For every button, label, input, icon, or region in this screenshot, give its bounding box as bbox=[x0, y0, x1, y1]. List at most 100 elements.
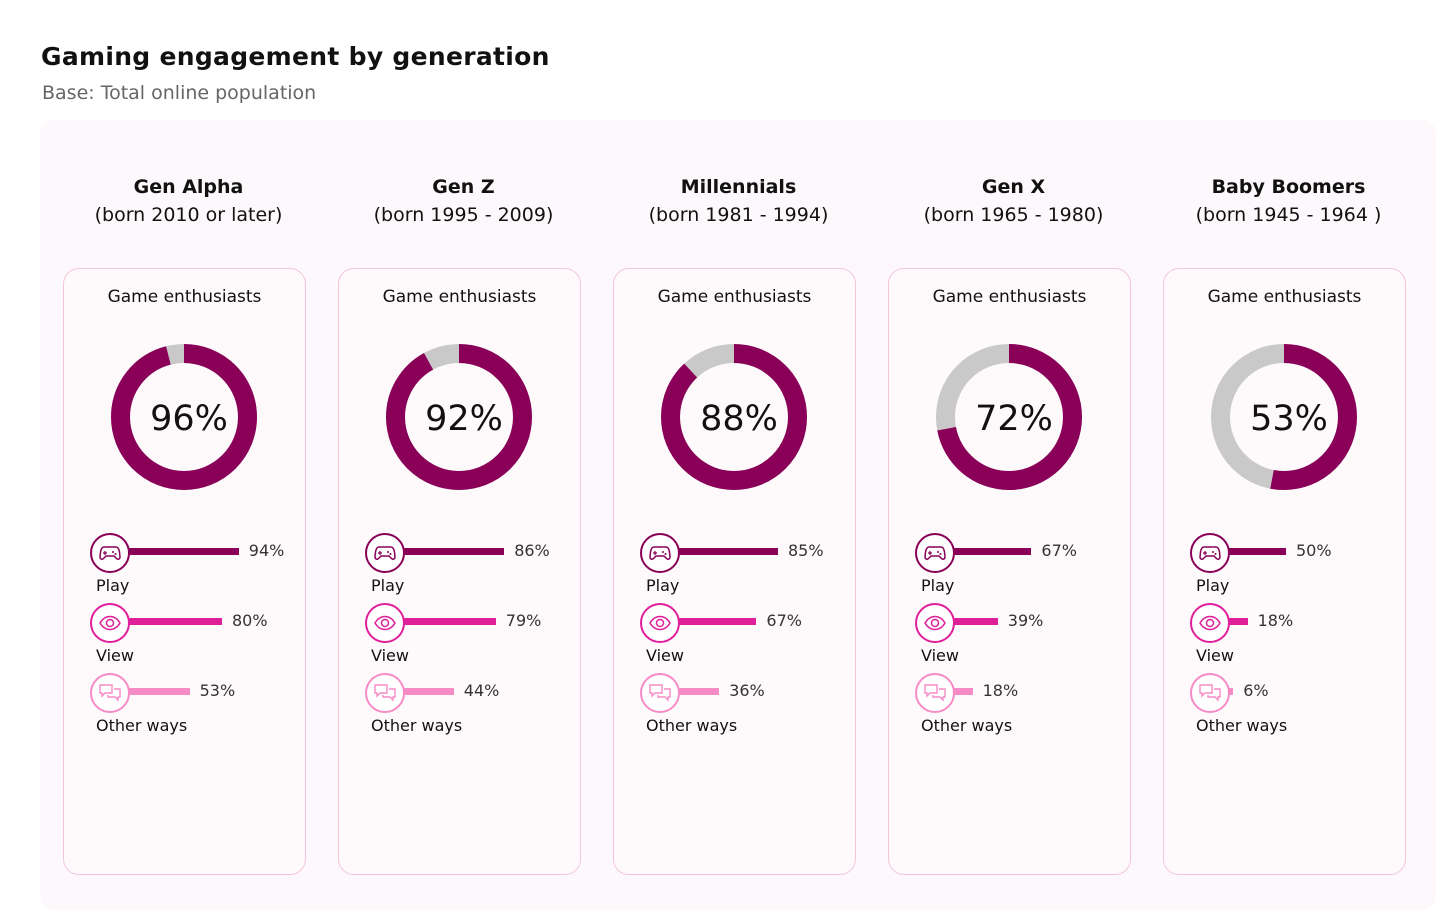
donut-enthusiast-arc bbox=[661, 344, 807, 490]
donut-enthusiast-arc bbox=[1211, 344, 1357, 490]
generation-header: Gen Alpha (born 2010 or later) bbox=[51, 173, 326, 229]
play-label: Play bbox=[371, 576, 405, 595]
chart-subtitle: Base: Total online population bbox=[42, 82, 317, 104]
chat-bubbles-icon bbox=[640, 673, 680, 713]
play-label: Play bbox=[96, 576, 130, 595]
chart-title: Gaming engagement by generation bbox=[41, 42, 550, 71]
generation-name: Gen Alpha bbox=[133, 176, 244, 198]
other-bar bbox=[401, 688, 454, 695]
donut-enthusiast-arc bbox=[936, 344, 1082, 490]
play-value-label: 67% bbox=[1041, 541, 1077, 560]
generation-born: (born 1945 - 1964 ) bbox=[1195, 204, 1382, 226]
play-bar-row: 67% Play bbox=[915, 533, 1135, 595]
generation-header: Gen Z (born 1995 - 2009) bbox=[326, 173, 601, 229]
view-label: View bbox=[371, 646, 409, 665]
chat-bubbles-icon bbox=[90, 673, 130, 713]
other-label: Other ways bbox=[96, 716, 188, 735]
play-bar bbox=[951, 548, 1032, 555]
view-value-label: 67% bbox=[766, 611, 802, 630]
other-value-label: 53% bbox=[199, 681, 236, 700]
donut-enthusiast-arc bbox=[386, 344, 532, 490]
play-value-label: 50% bbox=[1296, 541, 1332, 560]
other-label: Other ways bbox=[646, 716, 738, 735]
card-title: Game enthusiasts bbox=[382, 287, 537, 307]
donut-value-label: 53% bbox=[1250, 399, 1328, 439]
eye-icon bbox=[365, 603, 405, 643]
gamepad-icon bbox=[365, 533, 405, 573]
view-value-label: 79% bbox=[505, 611, 542, 630]
generation-card: Game enthusiasts 72% 67% Play 39% View 1… bbox=[888, 268, 1131, 875]
enthusiast-donut: 88% bbox=[661, 344, 807, 490]
other-bar bbox=[676, 688, 720, 695]
enthusiast-donut: 72% bbox=[936, 344, 1082, 490]
gamepad-icon bbox=[90, 533, 130, 573]
generation-header: Gen X (born 1965 - 1980) bbox=[876, 173, 1151, 229]
other-bar-row: 18% Other ways bbox=[915, 673, 1135, 735]
other-bar bbox=[951, 688, 973, 695]
view-bar bbox=[676, 618, 757, 625]
generation-card: Game enthusiasts 88% 85% Play 67% View 3… bbox=[613, 268, 856, 875]
view-bar bbox=[951, 618, 998, 625]
other-value-label: 36% bbox=[729, 681, 765, 700]
eye-icon bbox=[640, 603, 680, 643]
view-bar bbox=[126, 618, 222, 625]
view-bar bbox=[401, 618, 496, 625]
generation-born: (born 1995 - 2009) bbox=[373, 204, 554, 226]
donut-value-label: 88% bbox=[700, 399, 778, 439]
view-label: View bbox=[1196, 646, 1234, 665]
view-value-label: 39% bbox=[1007, 611, 1044, 630]
other-bar-row: 6% Other ways bbox=[1190, 673, 1410, 735]
generation-header: Baby Boomers (born 1945 - 1964 ) bbox=[1151, 173, 1426, 229]
play-label: Play bbox=[1196, 576, 1230, 595]
play-bar bbox=[401, 548, 505, 555]
enthusiast-donut: 53% bbox=[1211, 344, 1357, 490]
view-bar-row: 79% View bbox=[365, 603, 585, 665]
play-value-label: 94% bbox=[248, 541, 285, 560]
donut-value-label: 92% bbox=[425, 399, 503, 439]
view-bar-row: 18% View bbox=[1190, 603, 1410, 665]
gamepad-icon bbox=[1190, 533, 1230, 573]
enthusiast-donut: 96% bbox=[111, 344, 257, 490]
enthusiast-donut: 92% bbox=[386, 344, 532, 490]
card-title: Game enthusiasts bbox=[657, 287, 812, 307]
play-bar-row: 94% Play bbox=[90, 533, 310, 595]
generation-card: Game enthusiasts 92% 86% Play 79% View 4… bbox=[338, 268, 581, 875]
play-label: Play bbox=[646, 576, 680, 595]
card-title: Game enthusiasts bbox=[107, 287, 262, 307]
generation-name: Baby Boomers bbox=[1211, 176, 1366, 198]
card-title: Game enthusiasts bbox=[1207, 287, 1362, 307]
other-bar bbox=[126, 688, 190, 695]
donut-value-label: 72% bbox=[975, 399, 1053, 439]
donut-value-label: 96% bbox=[150, 399, 228, 439]
chat-bubbles-icon bbox=[365, 673, 405, 713]
generation-born: (born 1981 - 1994) bbox=[648, 204, 829, 226]
generation-name: Gen X bbox=[981, 176, 1046, 198]
view-value-label: 80% bbox=[232, 611, 268, 630]
generation-card: Game enthusiasts 96% 94% Play 80% View 5… bbox=[63, 268, 306, 875]
gamepad-icon bbox=[915, 533, 955, 573]
view-label: View bbox=[96, 646, 134, 665]
other-value-label: 44% bbox=[463, 681, 500, 700]
other-label: Other ways bbox=[371, 716, 463, 735]
play-value-label: 85% bbox=[788, 541, 824, 560]
donut-enthusiast-arc bbox=[111, 344, 257, 490]
generation-name: Millennials bbox=[680, 176, 797, 198]
play-bar bbox=[676, 548, 778, 555]
generation-card: Game enthusiasts 53% 50% Play 18% View 6… bbox=[1163, 268, 1406, 875]
play-bar bbox=[1226, 548, 1286, 555]
eye-icon bbox=[1190, 603, 1230, 643]
play-bar-row: 86% Play bbox=[365, 533, 585, 595]
play-value-label: 86% bbox=[514, 541, 550, 560]
play-label: Play bbox=[921, 576, 955, 595]
other-bar-row: 53% Other ways bbox=[90, 673, 310, 735]
chat-bubbles-icon bbox=[915, 673, 955, 713]
other-bar-row: 36% Other ways bbox=[640, 673, 860, 735]
play-bar bbox=[126, 548, 239, 555]
view-label: View bbox=[646, 646, 684, 665]
view-bar-row: 80% View bbox=[90, 603, 310, 665]
generation-born: (born 1965 - 1980) bbox=[923, 204, 1104, 226]
view-label: View bbox=[921, 646, 959, 665]
play-bar-row: 50% Play bbox=[1190, 533, 1410, 595]
other-label: Other ways bbox=[921, 716, 1013, 735]
other-bar-row: 44% Other ways bbox=[365, 673, 585, 735]
